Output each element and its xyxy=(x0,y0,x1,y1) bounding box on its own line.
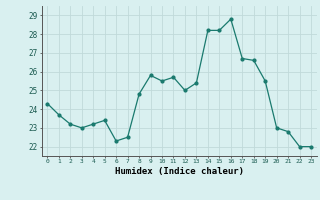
X-axis label: Humidex (Indice chaleur): Humidex (Indice chaleur) xyxy=(115,167,244,176)
